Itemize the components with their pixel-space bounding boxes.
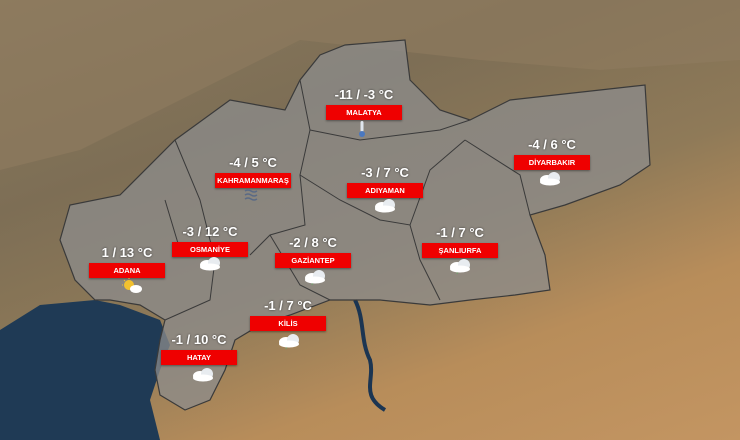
city-marker-4[interactable]: -3 / 12 °C OSMANİYE <box>172 225 248 257</box>
city-marker-9[interactable]: -1 / 10 °C HATAY <box>161 333 237 365</box>
city-name-label[interactable]: ADANA <box>89 263 165 278</box>
province-borders <box>164 79 531 321</box>
city-name-label[interactable]: DİYARBAKIR <box>514 155 590 170</box>
thermometer-icon <box>350 120 374 137</box>
sea <box>0 300 170 440</box>
city-temperature: 1 / 13 °C <box>101 245 153 260</box>
city-marker-2[interactable]: -3 / 7 °C ADIYAMAN <box>347 166 423 198</box>
city-temperature: -11 / -3 °C <box>334 87 394 102</box>
sun-cloud-icon <box>120 278 144 294</box>
city-temperature: -1 / 10 °C <box>171 332 227 347</box>
city-marker-0[interactable]: -11 / -3 °C MALATYA <box>326 88 402 120</box>
cloud-icon <box>191 366 215 382</box>
rain-cloud-icon <box>448 257 472 275</box>
city-temperature: -1 / 7 °C <box>264 298 312 313</box>
city-marker-1[interactable]: -4 / 5 °C KAHRAMANMARAŞ <box>215 156 291 188</box>
city-marker-6[interactable]: -1 / 7 °C ŞANLIURFA <box>422 226 498 258</box>
city-temperature: -2 / 8 °C <box>289 235 337 250</box>
city-marker-3[interactable]: -4 / 6 °C DİYARBAKIR <box>514 138 590 170</box>
cloud-icon <box>538 170 562 186</box>
city-name-label[interactable]: HATAY <box>161 350 237 365</box>
city-marker-8[interactable]: -1 / 7 °C KİLİS <box>250 299 326 331</box>
north-land <box>0 0 740 170</box>
fog-icon <box>241 187 265 203</box>
city-name-label[interactable]: KİLİS <box>250 316 326 331</box>
city-temperature: -1 / 7 °C <box>436 225 484 240</box>
city-name-label[interactable]: OSMANİYE <box>172 242 248 257</box>
city-marker-5[interactable]: -2 / 8 °C GAZİANTEP <box>275 236 351 268</box>
river <box>353 299 387 412</box>
city-name-label[interactable]: ŞANLIURFA <box>422 243 498 258</box>
city-name-label[interactable]: ADIYAMAN <box>347 183 423 198</box>
city-temperature: -3 / 7 °C <box>361 165 409 180</box>
rain-cloud-icon <box>303 268 327 286</box>
cloud-icon <box>373 197 397 213</box>
city-name-label[interactable]: GAZİANTEP <box>275 253 351 268</box>
city-temperature: -4 / 5 °C <box>229 155 277 170</box>
city-temperature: -3 / 12 °C <box>182 224 238 239</box>
city-name-label[interactable]: MALATYA <box>326 105 402 120</box>
city-marker-7[interactable]: 1 / 13 °C ADANA <box>89 246 165 278</box>
city-name-label[interactable]: KAHRAMANMARAŞ <box>215 173 291 188</box>
cloud-icon <box>198 255 222 271</box>
earthquake-region <box>59 39 651 411</box>
rain-cloud-icon <box>277 332 301 350</box>
city-temperature: -4 / 6 °C <box>528 137 576 152</box>
